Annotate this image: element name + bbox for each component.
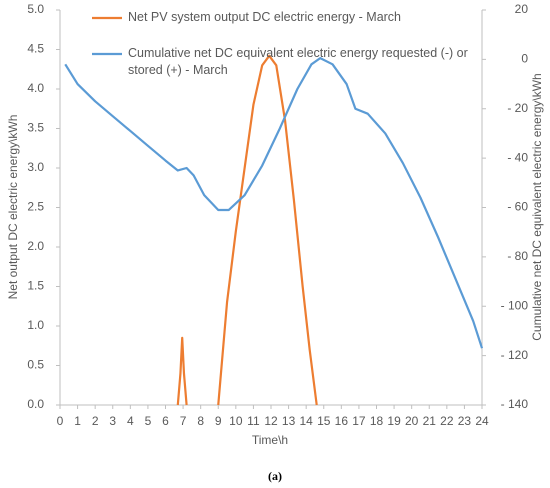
x-tick-label: 15 xyxy=(317,414,331,428)
x-tick-label: 20 xyxy=(405,414,419,428)
y-tick-label: 1.5 xyxy=(27,279,44,293)
y-tick-label: 3.5 xyxy=(27,121,44,135)
series-line xyxy=(176,54,318,406)
legend-label: Net PV system output DC electric energy … xyxy=(128,10,402,24)
x-tick-label: 4 xyxy=(127,414,134,428)
y-tick-label: 2.0 xyxy=(27,239,44,253)
x-tick-label: 7 xyxy=(180,414,187,428)
y-axis-label: Net output DC electric energy\kWh xyxy=(6,115,20,300)
x-tick-label: 16 xyxy=(335,414,349,428)
legend-label: Cumulative net DC equivalent electric en… xyxy=(128,46,468,77)
x-tick-label: 6 xyxy=(162,414,169,428)
x-tick-label: 24 xyxy=(475,414,489,428)
x-tick-label: 12 xyxy=(264,414,278,428)
x-tick-label: 0 xyxy=(57,414,64,428)
x-tick-label: 18 xyxy=(370,414,384,428)
y2-tick-label: - 100 xyxy=(501,298,529,312)
y2-tick-label: - 20 xyxy=(507,101,528,115)
y2-tick-label: 20 xyxy=(515,2,529,16)
x-tick-label: 23 xyxy=(458,414,472,428)
y2-tick-label: - 80 xyxy=(507,249,528,263)
x-tick-label: 1 xyxy=(74,414,81,428)
x-tick-label: 9 xyxy=(215,414,222,428)
x-tick-label: 8 xyxy=(197,414,204,428)
y-tick-label: 0.0 xyxy=(27,397,44,411)
x-tick-label: 3 xyxy=(109,414,116,428)
y-tick-label: 4.5 xyxy=(27,42,44,56)
x-tick-label: 14 xyxy=(299,414,313,428)
y-tick-label: 1.0 xyxy=(27,318,44,332)
y2-tick-label: - 120 xyxy=(501,348,529,362)
y-tick-label: 3.0 xyxy=(27,160,44,174)
x-tick-label: 19 xyxy=(387,414,401,428)
y-tick-label: 5.0 xyxy=(27,2,44,16)
plot-area xyxy=(64,54,484,406)
x-tick-label: 13 xyxy=(282,414,296,428)
y2-tick-label: - 140 xyxy=(501,397,529,411)
y2-axis-label: Cumulative net DC equivalent electric en… xyxy=(530,73,544,340)
x-tick-label: 10 xyxy=(229,414,243,428)
x-tick-label: 22 xyxy=(440,414,454,428)
y2-tick-label: - 40 xyxy=(507,150,528,164)
x-tick-label: 17 xyxy=(352,414,366,428)
series-line xyxy=(64,57,484,349)
y-tick-label: 4.0 xyxy=(27,81,44,95)
x-tick-label: 21 xyxy=(423,414,437,428)
caption: (a) xyxy=(268,469,282,483)
x-tick-label: 5 xyxy=(145,414,152,428)
y2-tick-label: 0 xyxy=(521,52,528,66)
x-tick-label: 11 xyxy=(247,414,260,428)
x-tick-label: 2 xyxy=(92,414,99,428)
y2-tick-label: - 60 xyxy=(507,200,528,214)
y-tick-label: 0.5 xyxy=(27,358,44,372)
x-axis-label: Time\h xyxy=(252,433,288,447)
y-tick-label: 2.5 xyxy=(27,200,44,214)
